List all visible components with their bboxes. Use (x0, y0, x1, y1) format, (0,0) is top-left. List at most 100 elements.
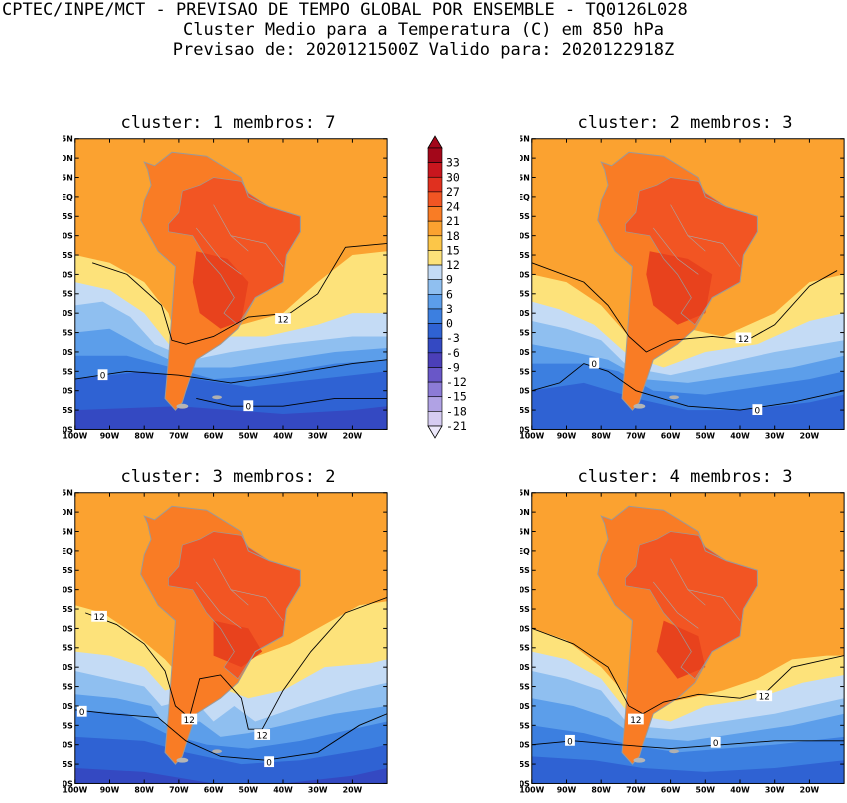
lat-label: 35S (63, 329, 73, 338)
lon-label: 20W (800, 431, 820, 440)
map-panel-cluster-2: cluster: 2 membros: 3 12 0 0 15N 10N 5N EQ 5S 10… (520, 113, 847, 443)
colorbar-segment (427, 176, 443, 193)
contour-label-box (710, 736, 721, 748)
contour-label-box (243, 400, 254, 412)
hottest-region (213, 620, 263, 668)
hot-region (625, 531, 758, 679)
lat-label: 15N (63, 489, 73, 498)
hot-region (625, 177, 758, 325)
state-border (230, 589, 284, 621)
lat-label: EQ (63, 547, 73, 556)
state-border (230, 235, 284, 267)
lat-label: 15N (520, 135, 530, 144)
lat-label: EQ (520, 547, 530, 556)
lat-label: 50S (63, 387, 73, 396)
colorbar-label: -6 (446, 346, 460, 360)
colorbar-segment (427, 162, 443, 178)
colorbar-segment (427, 294, 443, 310)
panel-title: cluster: 3 membros: 2 (120, 467, 336, 487)
lat-label: 30S (520, 309, 530, 318)
contour-label: 0 (567, 737, 573, 747)
contour-label-box (735, 332, 752, 344)
contour-label-box (275, 313, 291, 324)
lon-label: 60W (661, 785, 681, 794)
lon-label: 100W (63, 785, 88, 794)
colorbar-label: 15 (446, 243, 460, 257)
colorbar-segment (427, 323, 443, 339)
lat-label: 30S (63, 309, 73, 318)
tierra-del-fuego (176, 757, 189, 763)
header-line-1: CPTEC/INPE/MCT - PREVISAO DE TEMPO GLOBA… (2, 0, 688, 20)
lon-label: 90W (557, 785, 577, 794)
map-frame (74, 138, 388, 430)
lon-label: 20W (343, 431, 363, 440)
hottest-region (192, 251, 249, 329)
colorbar-label: 9 (446, 273, 453, 287)
contour-label-box (565, 734, 575, 746)
contour-line-12 (85, 597, 388, 730)
hot-region (168, 531, 301, 679)
lat-label: 45S (63, 721, 73, 730)
colorbar-label: -21 (446, 419, 467, 433)
lon-label: 100W (63, 431, 88, 440)
lon-label: 90W (100, 431, 120, 440)
hottest-region (656, 620, 706, 679)
lat-label: 15S (520, 251, 530, 260)
colorbar-segment (427, 235, 443, 251)
contour-label: 0 (591, 360, 597, 370)
colorbar-label: 21 (446, 214, 460, 228)
contour-label: 12 (277, 315, 288, 325)
lon-label: 50W (239, 785, 259, 794)
lat-label: 30S (63, 663, 73, 672)
contour-label: 0 (245, 403, 251, 413)
colorbar-label: -12 (446, 375, 467, 389)
contour-line-12 (531, 262, 838, 353)
falkland-islands (669, 749, 679, 754)
lon-label: 60W (661, 431, 681, 440)
colorbar-label: -3 (446, 331, 460, 345)
lat-label: 5N (63, 173, 73, 182)
panel-title: cluster: 4 membros: 3 (577, 467, 793, 487)
lat-label: 60S (520, 425, 530, 434)
colorbar-segment (427, 381, 443, 398)
lon-label: 80W (134, 785, 154, 794)
lat-label: 5N (520, 527, 530, 536)
lat-label: 10N (63, 508, 73, 517)
lat-label: 15N (63, 135, 73, 144)
colorbar-label: -18 (446, 404, 467, 418)
lat-label: 55S (520, 406, 530, 415)
lat-label: 5S (520, 566, 530, 575)
map-frame (74, 492, 388, 784)
lat-label: 35S (63, 683, 73, 692)
lat-label: 10N (63, 154, 73, 163)
colorbar-label: 27 (446, 185, 460, 199)
lat-label: 20S (63, 624, 73, 633)
lat-label: 60S (520, 779, 530, 788)
temperature-band (74, 406, 388, 430)
lon-label: 50W (696, 431, 716, 440)
falkland-islands (669, 395, 679, 400)
lat-label: 50S (520, 741, 530, 750)
lon-label: 70W (626, 785, 646, 794)
contour-label-box (752, 404, 763, 415)
lat-label: 45S (63, 367, 73, 376)
contour-label-box (589, 357, 600, 369)
lon-label: 50W (239, 431, 259, 440)
lat-label: 10N (520, 508, 530, 517)
colorbar-segment (427, 250, 443, 266)
hot-region (168, 177, 301, 325)
map-frame (531, 492, 845, 784)
temperature-band (531, 382, 845, 430)
contour-label: 12 (257, 731, 268, 741)
contour-label: 12 (738, 335, 749, 345)
colorbar-segment (427, 337, 443, 354)
lat-label: 40S (63, 702, 73, 711)
lat-label: 10S (520, 586, 530, 595)
lat-label: 30S (520, 663, 530, 672)
state-border (687, 235, 741, 267)
temperature-map: 12 12 0 0 15N 10N 5N EQ 5S 10S 15S 20S 25S 30S 35S 40S 4… (520, 489, 845, 794)
contour-label: 0 (100, 372, 106, 382)
lon-label: 80W (134, 431, 154, 440)
lat-label: 45S (520, 721, 530, 730)
lon-label: 30W (765, 431, 785, 440)
